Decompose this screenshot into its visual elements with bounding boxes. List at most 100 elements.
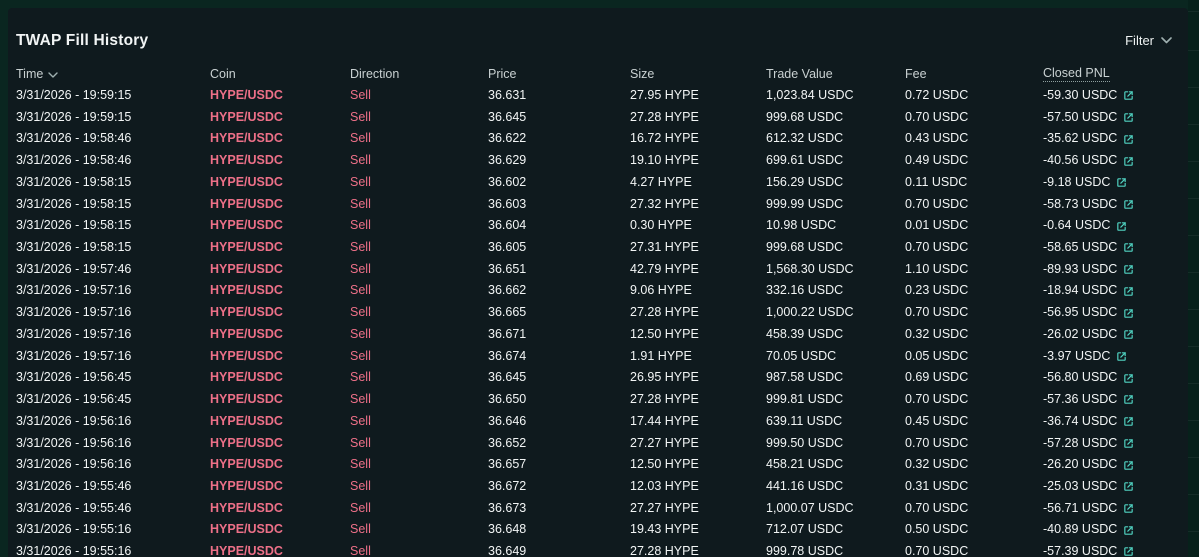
closed-pnl-value: -56.95 USDC (1043, 305, 1118, 320)
fill-time: 3/31/2026 - 19:58:15 (16, 240, 132, 255)
closed-pnl-value: -40.56 USDC (1043, 153, 1118, 168)
fee-value: 0.49 USDC (905, 153, 969, 168)
table-row: 3/31/2026 - 19:57:16 HYPE/USDC Sell 36.662 9… (16, 280, 1180, 302)
coin-link[interactable]: HYPE/USDC (210, 240, 283, 255)
price-value: 36.646 (488, 413, 527, 428)
trade-value: 999.78 USDC (766, 544, 844, 557)
coin-link[interactable]: HYPE/USDC (210, 131, 283, 146)
coin-link[interactable]: HYPE/USDC (210, 392, 283, 407)
fee-value: 0.70 USDC (905, 392, 969, 407)
coin-link[interactable]: HYPE/USDC (210, 174, 283, 189)
coin-link[interactable]: HYPE/USDC (210, 522, 283, 537)
external-link-icon[interactable] (1123, 329, 1134, 340)
closed-pnl-cell: -57.39 USDC (1043, 541, 1180, 557)
external-link-icon[interactable] (1123, 394, 1134, 405)
price-value: 36.651 (488, 261, 527, 276)
coin-link[interactable]: HYPE/USDC (210, 218, 283, 233)
fee-value: 0.50 USDC (905, 522, 969, 537)
table-body: 3/31/2026 - 19:59:15 HYPE/USDC Sell 36.631 2… (16, 85, 1180, 557)
fee-value: 0.70 USDC (905, 305, 969, 320)
external-link-icon[interactable] (1123, 242, 1134, 253)
closed-pnl-cell: -25.03 USDC (1043, 476, 1180, 498)
size-value: 27.28 HYPE (630, 544, 699, 557)
table-row: 3/31/2026 - 19:58:15 HYPE/USDC Sell 36.603 2… (16, 194, 1180, 216)
external-link-icon[interactable] (1123, 416, 1134, 427)
coin-link[interactable]: HYPE/USDC (210, 196, 283, 211)
trade-value: 1,000.07 USDC (766, 500, 854, 515)
external-link-icon[interactable] (1116, 177, 1127, 188)
coin-link[interactable]: HYPE/USDC (210, 478, 283, 493)
column-header-trade-value: Trade Value (766, 67, 833, 81)
trade-value: 999.68 USDC (766, 240, 844, 255)
table-row: 3/31/2026 - 19:56:16 HYPE/USDC Sell 36.652 2… (16, 433, 1180, 455)
external-link-icon[interactable] (1123, 308, 1134, 319)
external-link-icon[interactable] (1116, 221, 1127, 232)
price-value: 36.603 (488, 196, 527, 211)
external-link-icon[interactable] (1123, 503, 1134, 514)
closed-pnl-cell: -58.65 USDC (1043, 237, 1180, 259)
coin-link[interactable]: HYPE/USDC (210, 544, 283, 557)
column-header-coin: Coin (210, 67, 236, 81)
column-header-time[interactable]: Time (16, 67, 210, 81)
filter-dropdown[interactable]: Filter (1125, 33, 1180, 50)
coin-link[interactable]: HYPE/USDC (210, 348, 283, 363)
direction-value: Sell (350, 500, 371, 515)
table-row: 3/31/2026 - 19:57:16 HYPE/USDC Sell 36.674 1… (16, 346, 1180, 368)
fill-time: 3/31/2026 - 19:55:16 (16, 522, 132, 537)
table-row: 3/31/2026 - 19:56:45 HYPE/USDC Sell 36.650 2… (16, 389, 1180, 411)
price-value: 36.649 (488, 544, 527, 557)
external-link-icon[interactable] (1123, 481, 1134, 492)
coin-link[interactable]: HYPE/USDC (210, 413, 283, 428)
external-link-icon[interactable] (1123, 134, 1134, 145)
coin-link[interactable]: HYPE/USDC (210, 370, 283, 385)
size-value: 27.95 HYPE (630, 88, 699, 102)
direction-value: Sell (350, 153, 371, 168)
fee-value: 0.70 USDC (905, 196, 969, 211)
external-link-icon[interactable] (1123, 525, 1134, 536)
fill-time: 3/31/2026 - 19:58:46 (16, 131, 132, 146)
closed-pnl-cell: -18.94 USDC (1043, 280, 1180, 302)
size-value: 0.30 HYPE (630, 218, 692, 233)
coin-link[interactable]: HYPE/USDC (210, 153, 283, 168)
external-link-icon[interactable] (1123, 156, 1134, 167)
coin-link[interactable]: HYPE/USDC (210, 435, 283, 450)
external-link-icon[interactable] (1123, 286, 1134, 297)
coin-link[interactable]: HYPE/USDC (210, 457, 283, 472)
table-row: 3/31/2026 - 19:57:46 HYPE/USDC Sell 36.651 4… (16, 259, 1180, 281)
size-value: 17.44 HYPE (630, 413, 699, 428)
closed-pnl-value: -57.50 USDC (1043, 109, 1118, 124)
external-link-icon[interactable] (1123, 546, 1134, 557)
closed-pnl-value: -18.94 USDC (1043, 283, 1118, 298)
price-value: 36.622 (488, 131, 527, 146)
external-link-icon[interactable] (1123, 199, 1134, 210)
closed-pnl-cell: -56.95 USDC (1043, 302, 1180, 324)
coin-link[interactable]: HYPE/USDC (210, 283, 283, 298)
page-title: TWAP Fill History (16, 32, 149, 49)
fill-time: 3/31/2026 - 19:57:16 (16, 283, 132, 298)
external-link-icon[interactable] (1116, 351, 1127, 362)
trade-value: 999.81 USDC (766, 392, 844, 407)
direction-value: Sell (350, 131, 371, 146)
table-row: 3/31/2026 - 19:57:16 HYPE/USDC Sell 36.671 1… (16, 324, 1180, 346)
table-header: Time Coin Direction Price Size Trade Val… (16, 63, 1180, 85)
coin-link[interactable]: HYPE/USDC (210, 88, 283, 102)
fee-value: 0.23 USDC (905, 283, 969, 298)
external-link-icon[interactable] (1123, 373, 1134, 384)
external-link-icon[interactable] (1123, 90, 1134, 101)
fee-value: 0.32 USDC (905, 326, 969, 341)
price-value: 36.665 (488, 305, 527, 320)
table-row: 3/31/2026 - 19:58:15 HYPE/USDC Sell 36.604 0… (16, 215, 1180, 237)
column-header-direction: Direction (350, 67, 400, 81)
coin-link[interactable]: HYPE/USDC (210, 500, 283, 515)
chevron-down-icon (1161, 37, 1172, 44)
coin-link[interactable]: HYPE/USDC (210, 326, 283, 341)
coin-link[interactable]: HYPE/USDC (210, 109, 283, 124)
external-link-icon[interactable] (1123, 438, 1134, 449)
fill-time: 3/31/2026 - 19:58:15 (16, 218, 132, 233)
external-link-icon[interactable] (1123, 460, 1134, 471)
coin-link[interactable]: HYPE/USDC (210, 305, 283, 320)
fill-time: 3/31/2026 - 19:56:45 (16, 392, 132, 407)
coin-link[interactable]: HYPE/USDC (210, 261, 283, 276)
external-link-icon[interactable] (1123, 264, 1134, 275)
external-link-icon[interactable] (1123, 112, 1134, 123)
